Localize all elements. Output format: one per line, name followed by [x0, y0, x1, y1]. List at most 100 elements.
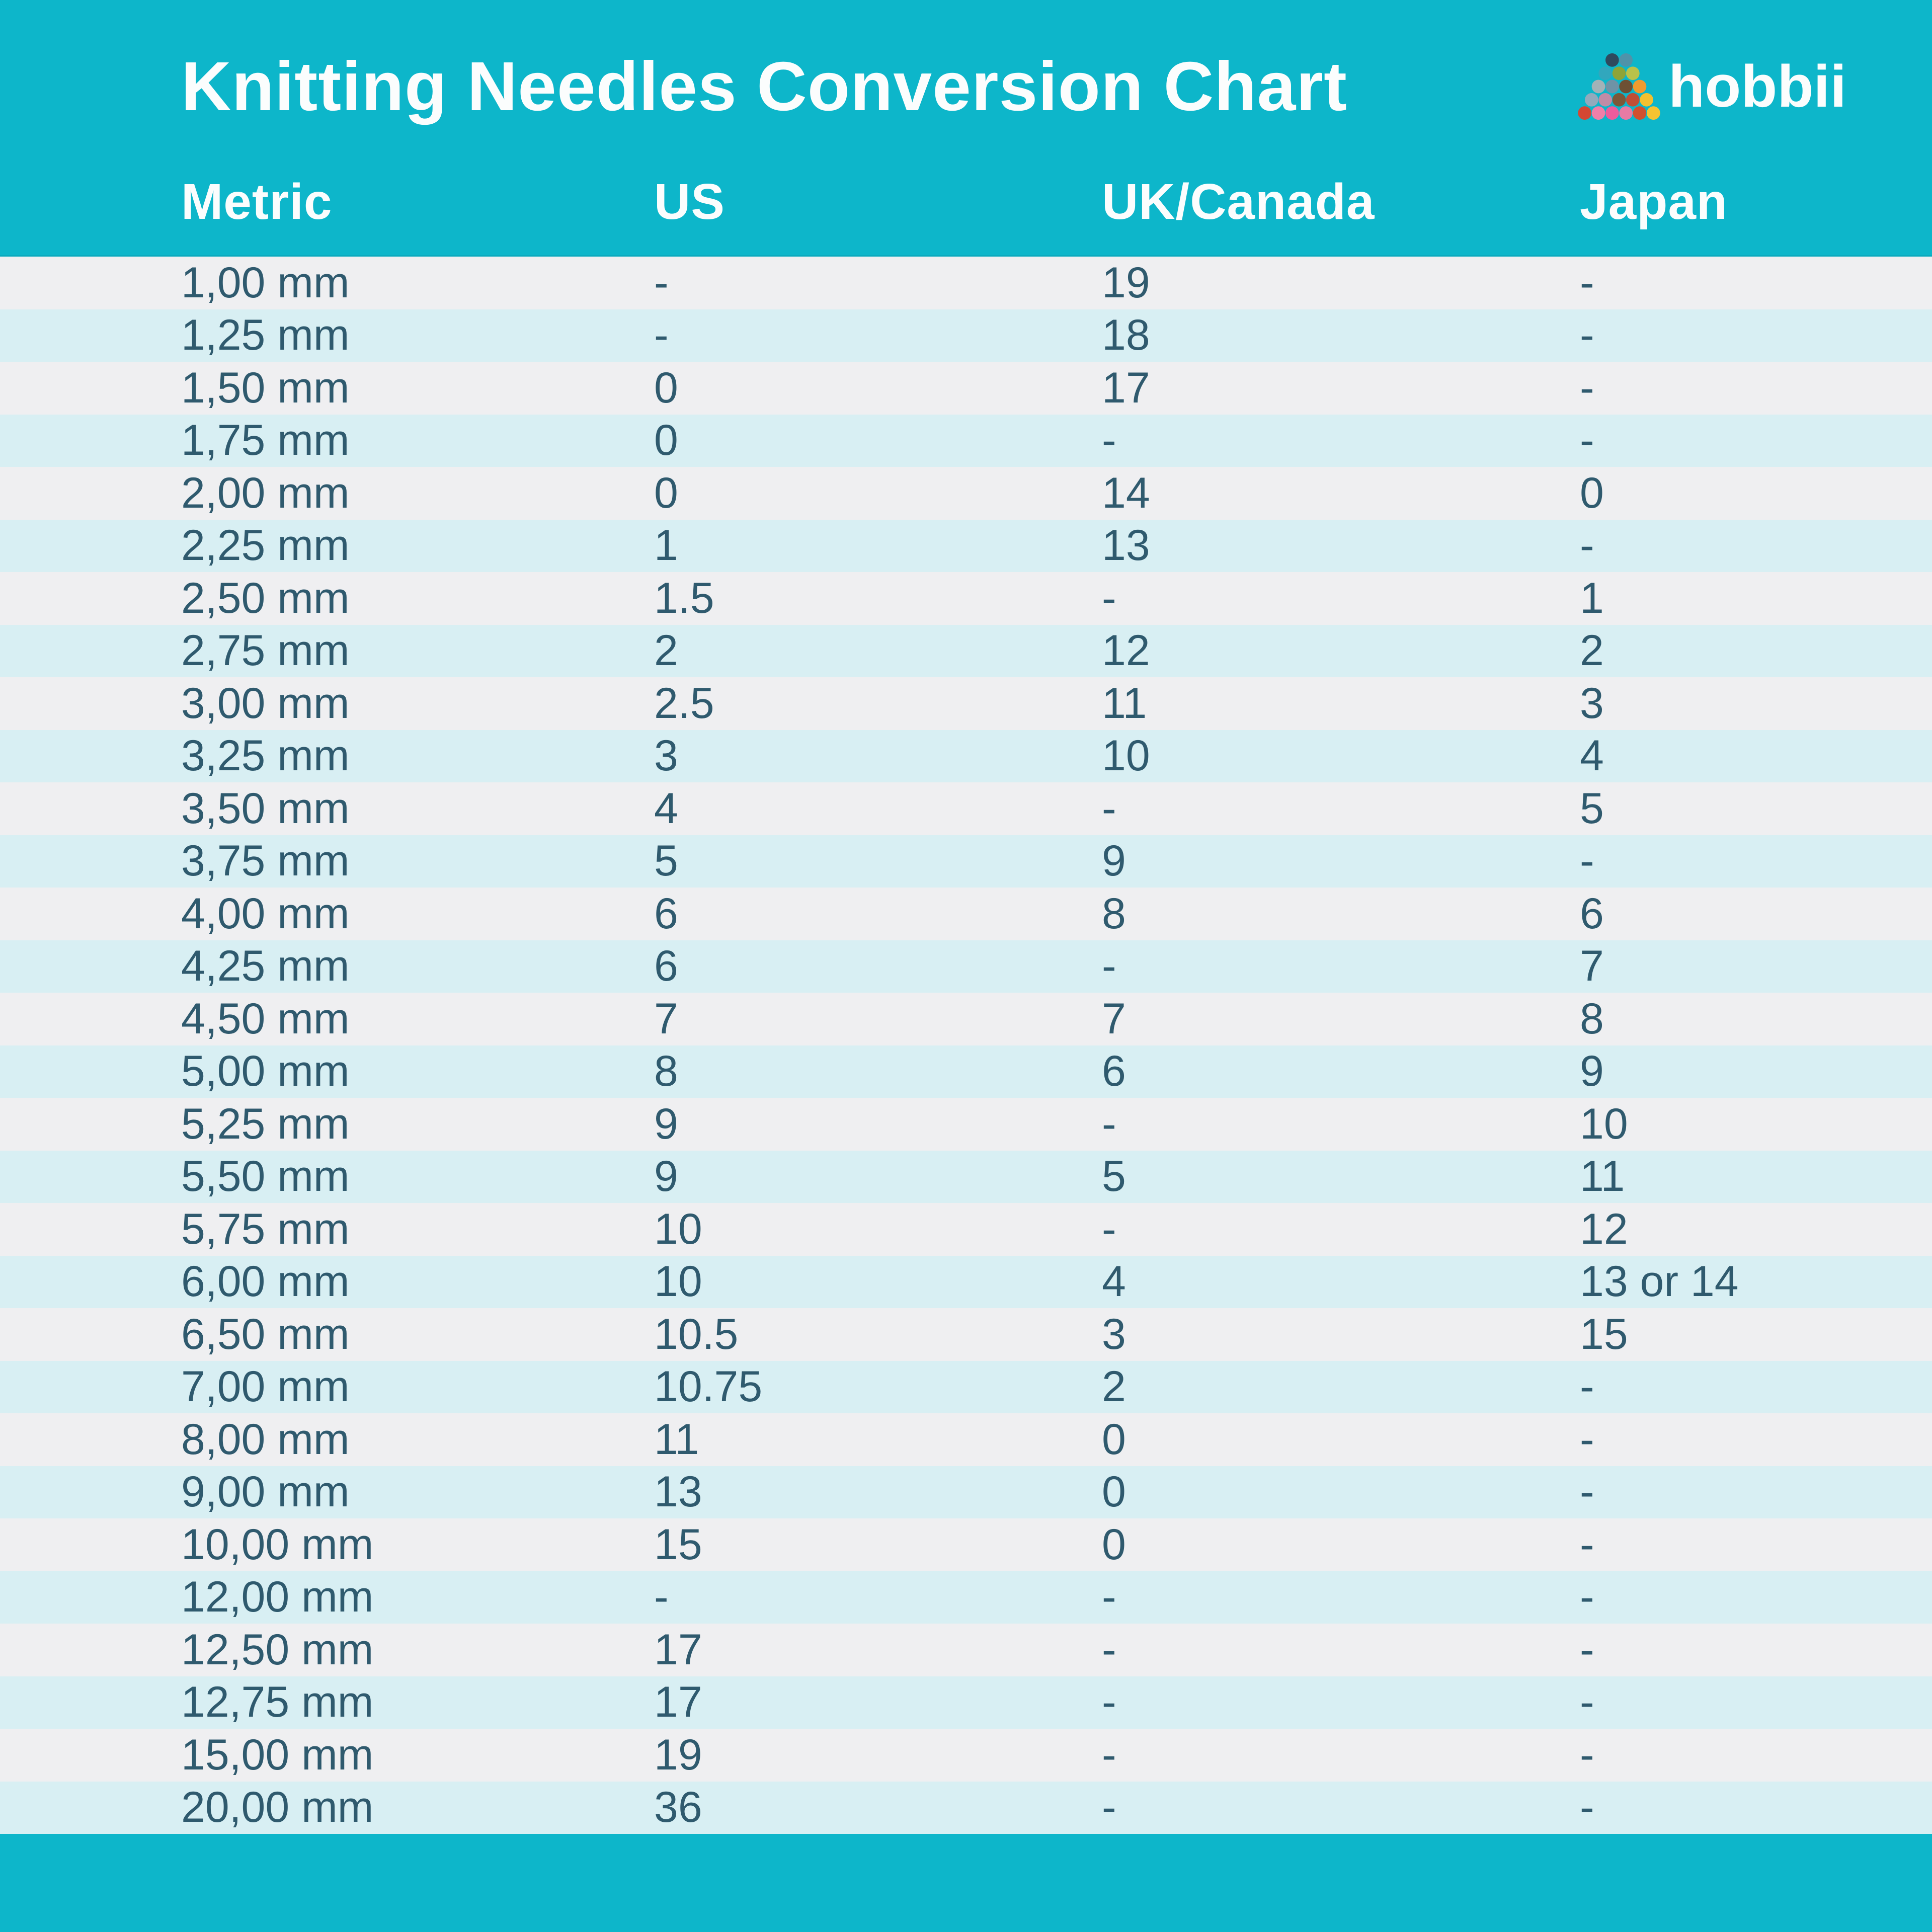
cell-us: 13 — [654, 1468, 702, 1516]
table-row: 6,00 mm 10 4 13 or 14 — [0, 1255, 1932, 1308]
cell-us: 7 — [654, 994, 678, 1043]
table-row: 5,75 mm 10 - 12 — [0, 1203, 1932, 1256]
table-row: 2,00 mm 0 14 0 — [0, 467, 1932, 520]
cell-uk-canada: 4 — [1102, 1257, 1126, 1306]
cell-us: 8 — [654, 1047, 678, 1096]
cell-metric: 4,00 mm — [181, 889, 350, 938]
cell-us: 15 — [654, 1520, 702, 1569]
title-row: Knitting Needles Conversion Chart hobbii — [0, 50, 1932, 123]
cell-us: 11 — [654, 1415, 699, 1464]
cell-japan: - — [1580, 837, 1594, 886]
cell-metric: 4,25 mm — [181, 942, 350, 991]
cell-japan: - — [1580, 1730, 1594, 1779]
table-row: 9,00 mm 13 0 - — [0, 1466, 1932, 1518]
table-row: 2,75 mm 2 12 2 — [0, 624, 1932, 677]
table-row: 20,00 mm 36 - - — [0, 1781, 1932, 1834]
cell-us: 3 — [654, 732, 678, 780]
cell-metric: 1,50 mm — [181, 363, 350, 412]
cell-us: 19 — [654, 1730, 702, 1779]
cell-uk-canada: 2 — [1102, 1362, 1126, 1411]
cell-japan: - — [1580, 258, 1594, 307]
cell-japan: 3 — [1580, 679, 1604, 728]
cell-uk-canada: 18 — [1102, 311, 1150, 360]
cell-uk-canada: 5 — [1102, 1152, 1126, 1201]
table-row: 5,00 mm 8 6 9 — [0, 1045, 1932, 1098]
brand-name: hobbii — [1668, 53, 1846, 120]
cell-japan: - — [1580, 1678, 1594, 1727]
table-row: 10,00 mm 15 0 - — [0, 1518, 1932, 1571]
column-header-japan: Japan — [1580, 174, 1728, 230]
column-header-us: US — [654, 174, 725, 230]
cell-metric: 5,50 mm — [181, 1152, 350, 1201]
cell-metric: 4,50 mm — [181, 994, 350, 1043]
cell-us: 1.5 — [654, 574, 714, 622]
cell-japan: 6 — [1580, 889, 1604, 938]
brand-logo: hobbii — [1577, 53, 1846, 120]
cell-japan: 7 — [1580, 942, 1604, 991]
cell-uk-canada: 14 — [1102, 468, 1150, 517]
table-row: 1,25 mm - 18 - — [0, 309, 1932, 362]
table-row: 4,50 mm 7 7 8 — [0, 993, 1932, 1045]
cell-us: - — [654, 258, 669, 307]
header: Knitting Needles Conversion Chart hobbii… — [0, 0, 1932, 255]
table-row: 15,00 mm 19 - - — [0, 1729, 1932, 1782]
cell-metric: 5,25 mm — [181, 1099, 350, 1148]
cell-uk-canada: 0 — [1102, 1468, 1126, 1516]
cell-metric: 2,75 mm — [181, 626, 350, 675]
cell-uk-canada: - — [1102, 1573, 1116, 1622]
cell-metric: 3,50 mm — [181, 784, 350, 833]
table-row: 3,75 mm 5 9 - — [0, 835, 1932, 888]
cell-uk-canada: - — [1102, 784, 1116, 833]
cell-us: 2.5 — [654, 679, 714, 728]
cell-metric: 12,75 mm — [181, 1678, 374, 1727]
cell-uk-canada: 7 — [1102, 994, 1126, 1043]
table-row: 6,50 mm 10.5 3 15 — [0, 1308, 1932, 1361]
cell-japan: 11 — [1580, 1152, 1625, 1201]
cell-us: 9 — [654, 1099, 678, 1148]
cell-uk-canada: 0 — [1102, 1520, 1126, 1569]
cell-metric: 8,00 mm — [181, 1415, 350, 1464]
cell-metric: 20,00 mm — [181, 1783, 374, 1832]
cell-metric: 7,00 mm — [181, 1362, 350, 1411]
cell-uk-canada: 0 — [1102, 1415, 1126, 1464]
cell-japan: - — [1580, 1520, 1594, 1569]
cell-japan: 5 — [1580, 784, 1604, 833]
cell-japan: 2 — [1580, 626, 1604, 675]
cell-metric: 12,00 mm — [181, 1573, 374, 1622]
cell-us: 10 — [654, 1204, 702, 1253]
cell-metric: 5,00 mm — [181, 1047, 350, 1096]
cell-japan: 12 — [1580, 1204, 1628, 1253]
table-row: 12,75 mm 17 - - — [0, 1676, 1932, 1729]
cell-japan: - — [1580, 416, 1594, 465]
cell-us: 4 — [654, 784, 678, 833]
cell-us: 10.5 — [654, 1310, 739, 1358]
cell-japan: - — [1580, 363, 1594, 412]
table-row: 4,25 mm 6 - 7 — [0, 940, 1932, 993]
cell-metric: 1,75 mm — [181, 416, 350, 465]
page-title: Knitting Needles Conversion Chart — [181, 48, 1347, 125]
cell-uk-canada: 11 — [1102, 679, 1147, 728]
cell-metric: 15,00 mm — [181, 1730, 374, 1779]
cell-metric: 6,00 mm — [181, 1257, 350, 1306]
cell-uk-canada: - — [1102, 1099, 1116, 1148]
cell-uk-canada: - — [1102, 416, 1116, 465]
cell-japan: 13 or 14 — [1580, 1257, 1739, 1306]
cell-uk-canada: 6 — [1102, 1047, 1126, 1096]
cell-us: 6 — [654, 942, 678, 991]
cell-us: 17 — [654, 1625, 702, 1674]
cell-us: 2 — [654, 626, 678, 675]
cell-japan: 10 — [1580, 1099, 1628, 1148]
cell-japan: 15 — [1580, 1310, 1628, 1358]
cell-metric: 6,50 mm — [181, 1310, 350, 1358]
table-row: 4,00 mm 6 8 6 — [0, 888, 1932, 940]
cell-uk-canada: 12 — [1102, 626, 1150, 675]
cell-japan: - — [1580, 1625, 1594, 1674]
cell-uk-canada: 8 — [1102, 889, 1126, 938]
cell-us: 0 — [654, 363, 678, 412]
cell-japan: - — [1580, 311, 1594, 360]
cell-metric: 9,00 mm — [181, 1468, 350, 1516]
cell-us: 6 — [654, 889, 678, 938]
table-row: 7,00 mm 10.75 2 - — [0, 1360, 1932, 1413]
table-row: 5,50 mm 9 5 11 — [0, 1150, 1932, 1203]
